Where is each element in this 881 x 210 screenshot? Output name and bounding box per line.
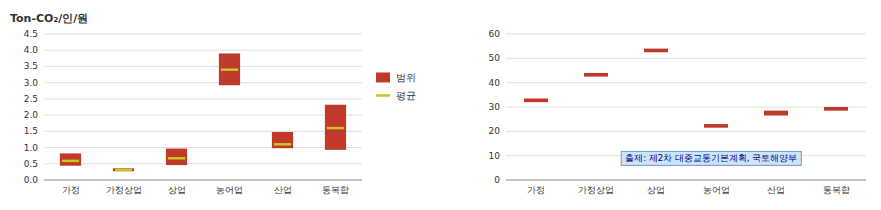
grid-line [44, 115, 362, 116]
x-tick-label: 산업 [274, 185, 292, 195]
y-tick-label: 0.0 [24, 175, 39, 185]
range-bar [524, 98, 548, 102]
y-tick-label: 20 [489, 126, 501, 136]
y-tick-label: 3.5 [24, 61, 38, 71]
y-tick-label: 4.0 [24, 45, 39, 55]
grid-line [44, 66, 362, 67]
grid-line [44, 50, 362, 51]
y-tick-label: 2.0 [24, 110, 39, 120]
x-tick-label: 통복합 [322, 185, 349, 195]
range-bar [219, 53, 240, 85]
y-tick-label: 4.5 [24, 29, 38, 39]
x-tick-label: 가정상업 [106, 185, 142, 195]
range-bar [704, 124, 728, 128]
grid-line [506, 180, 866, 181]
x-tick-label: 농어업 [216, 185, 243, 195]
y-tick-label: 0 [494, 175, 500, 185]
grid-line [44, 98, 362, 99]
x-tick-label: 농어업 [703, 185, 730, 195]
y-tick-label: 40 [489, 78, 501, 88]
annotation-box [621, 151, 801, 165]
legend-label: 평균 [396, 90, 416, 101]
chart: 0 10 20 30 40 50 60 가정 가정상업 상업 농어업 산업 통복합 출제: 제2차 대중교… [489, 29, 866, 195]
mean-line [168, 157, 185, 160]
range-bar [60, 153, 81, 165]
range-bar [166, 149, 187, 166]
x-tick-label: 상업 [647, 185, 665, 195]
plot-area [60, 53, 346, 171]
range-bar [113, 168, 134, 171]
y-tick-label: 10 [489, 151, 501, 161]
range-bar [824, 107, 848, 111]
chart: 0.0 0.5 1.0 1.5 2.0 2.5 3.0 3.5 4.0 4.5 가정 가정상업 상업 농어… [10, 12, 416, 195]
legend-swatch [376, 72, 390, 82]
legend-swatch [376, 94, 390, 97]
annotation: 출제: 제2차 대중교통기본계획, 국토해양부 [621, 151, 801, 165]
grid-line [506, 58, 866, 59]
chart-title: Ton-CO₂/인/원 [10, 12, 88, 25]
range-bar [325, 105, 346, 150]
x-tick-label: 가정 [527, 185, 545, 195]
legend: 범위평균 [376, 72, 416, 101]
mean-line [115, 169, 132, 172]
mean-line [274, 143, 291, 146]
grid-line [44, 163, 362, 164]
grid-line [44, 131, 362, 132]
range-bar [584, 73, 608, 77]
chart-canvas: 0.00.51.01.52.02.53.03.54.04.5가정가정상업상업농어… [0, 0, 881, 210]
grid-line [506, 107, 866, 108]
x-axis-line [44, 180, 362, 181]
x-axis-line [506, 180, 866, 181]
x-tick-label: 산업 [767, 185, 785, 195]
grid-line [506, 82, 866, 83]
y-tick-label: 2.5 [24, 94, 38, 104]
annotation-text: 출제: 제2차 대중교통기본계획, 국토해양부 [625, 153, 797, 163]
x-tick-label: 상업 [168, 185, 186, 195]
x-tick-label: 통복합 [823, 185, 850, 195]
y-tick-label: 60 [489, 29, 501, 39]
mean-line [62, 160, 79, 163]
range-bar [764, 111, 788, 116]
grid-line [44, 34, 362, 35]
grid-line [506, 131, 866, 132]
mean-line [327, 127, 344, 130]
grid-line [44, 147, 362, 148]
y-tick-label: 0.5 [24, 159, 38, 169]
y-tick-label: 1.5 [24, 126, 38, 136]
x-tick-label: 가정 [62, 185, 80, 195]
legend-label: 범위 [396, 72, 416, 83]
x-tick-label: 가정상업 [578, 185, 614, 195]
plot-area [524, 49, 848, 128]
grid-line [44, 180, 362, 181]
y-tick-label: 3.0 [24, 78, 39, 88]
y-tick-label: 30 [489, 102, 501, 112]
range-bar [272, 132, 293, 148]
grid-line [506, 34, 866, 35]
y-tick-label: 1.0 [24, 143, 39, 153]
mean-line [221, 68, 238, 71]
grid-line [44, 82, 362, 83]
range-bar [644, 49, 668, 53]
y-tick-label: 50 [489, 53, 501, 63]
